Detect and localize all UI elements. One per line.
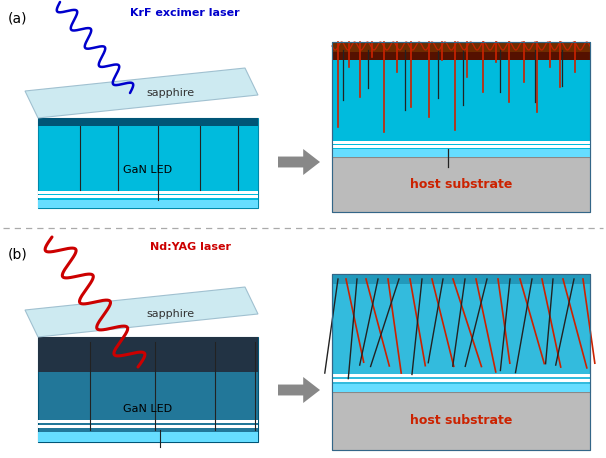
- Bar: [38, 337, 258, 442]
- Bar: [38, 200, 258, 208]
- Bar: [332, 379, 590, 382]
- Text: host substrate: host substrate: [410, 414, 512, 427]
- Bar: [332, 149, 590, 157]
- Bar: [332, 374, 590, 377]
- Bar: [332, 145, 590, 148]
- Bar: [38, 118, 258, 126]
- Polygon shape: [25, 287, 258, 337]
- Text: host substrate: host substrate: [410, 178, 512, 191]
- Text: KrF excimer laser: KrF excimer laser: [130, 8, 240, 18]
- Text: GaN LED: GaN LED: [124, 165, 173, 175]
- Bar: [332, 274, 590, 392]
- Bar: [38, 420, 258, 423]
- Bar: [38, 191, 258, 194]
- Text: Nd:YAG laser: Nd:YAG laser: [150, 242, 230, 252]
- Bar: [332, 42, 590, 60]
- Text: (b): (b): [8, 247, 28, 261]
- Bar: [38, 425, 258, 428]
- Bar: [332, 157, 590, 212]
- Text: (a): (a): [8, 12, 27, 26]
- Bar: [38, 118, 258, 208]
- Text: GaN LED: GaN LED: [124, 404, 173, 414]
- Text: sapphire: sapphire: [146, 309, 194, 319]
- Bar: [332, 392, 590, 450]
- Bar: [332, 141, 590, 144]
- Bar: [332, 274, 590, 450]
- Polygon shape: [278, 149, 320, 175]
- Bar: [38, 337, 258, 372]
- Bar: [38, 432, 258, 442]
- Polygon shape: [25, 68, 258, 118]
- Bar: [332, 42, 590, 52]
- Text: sapphire: sapphire: [146, 88, 194, 98]
- Bar: [332, 42, 590, 212]
- Polygon shape: [278, 377, 320, 403]
- Bar: [38, 195, 258, 198]
- Bar: [332, 274, 590, 284]
- Bar: [332, 42, 590, 157]
- Bar: [332, 384, 590, 392]
